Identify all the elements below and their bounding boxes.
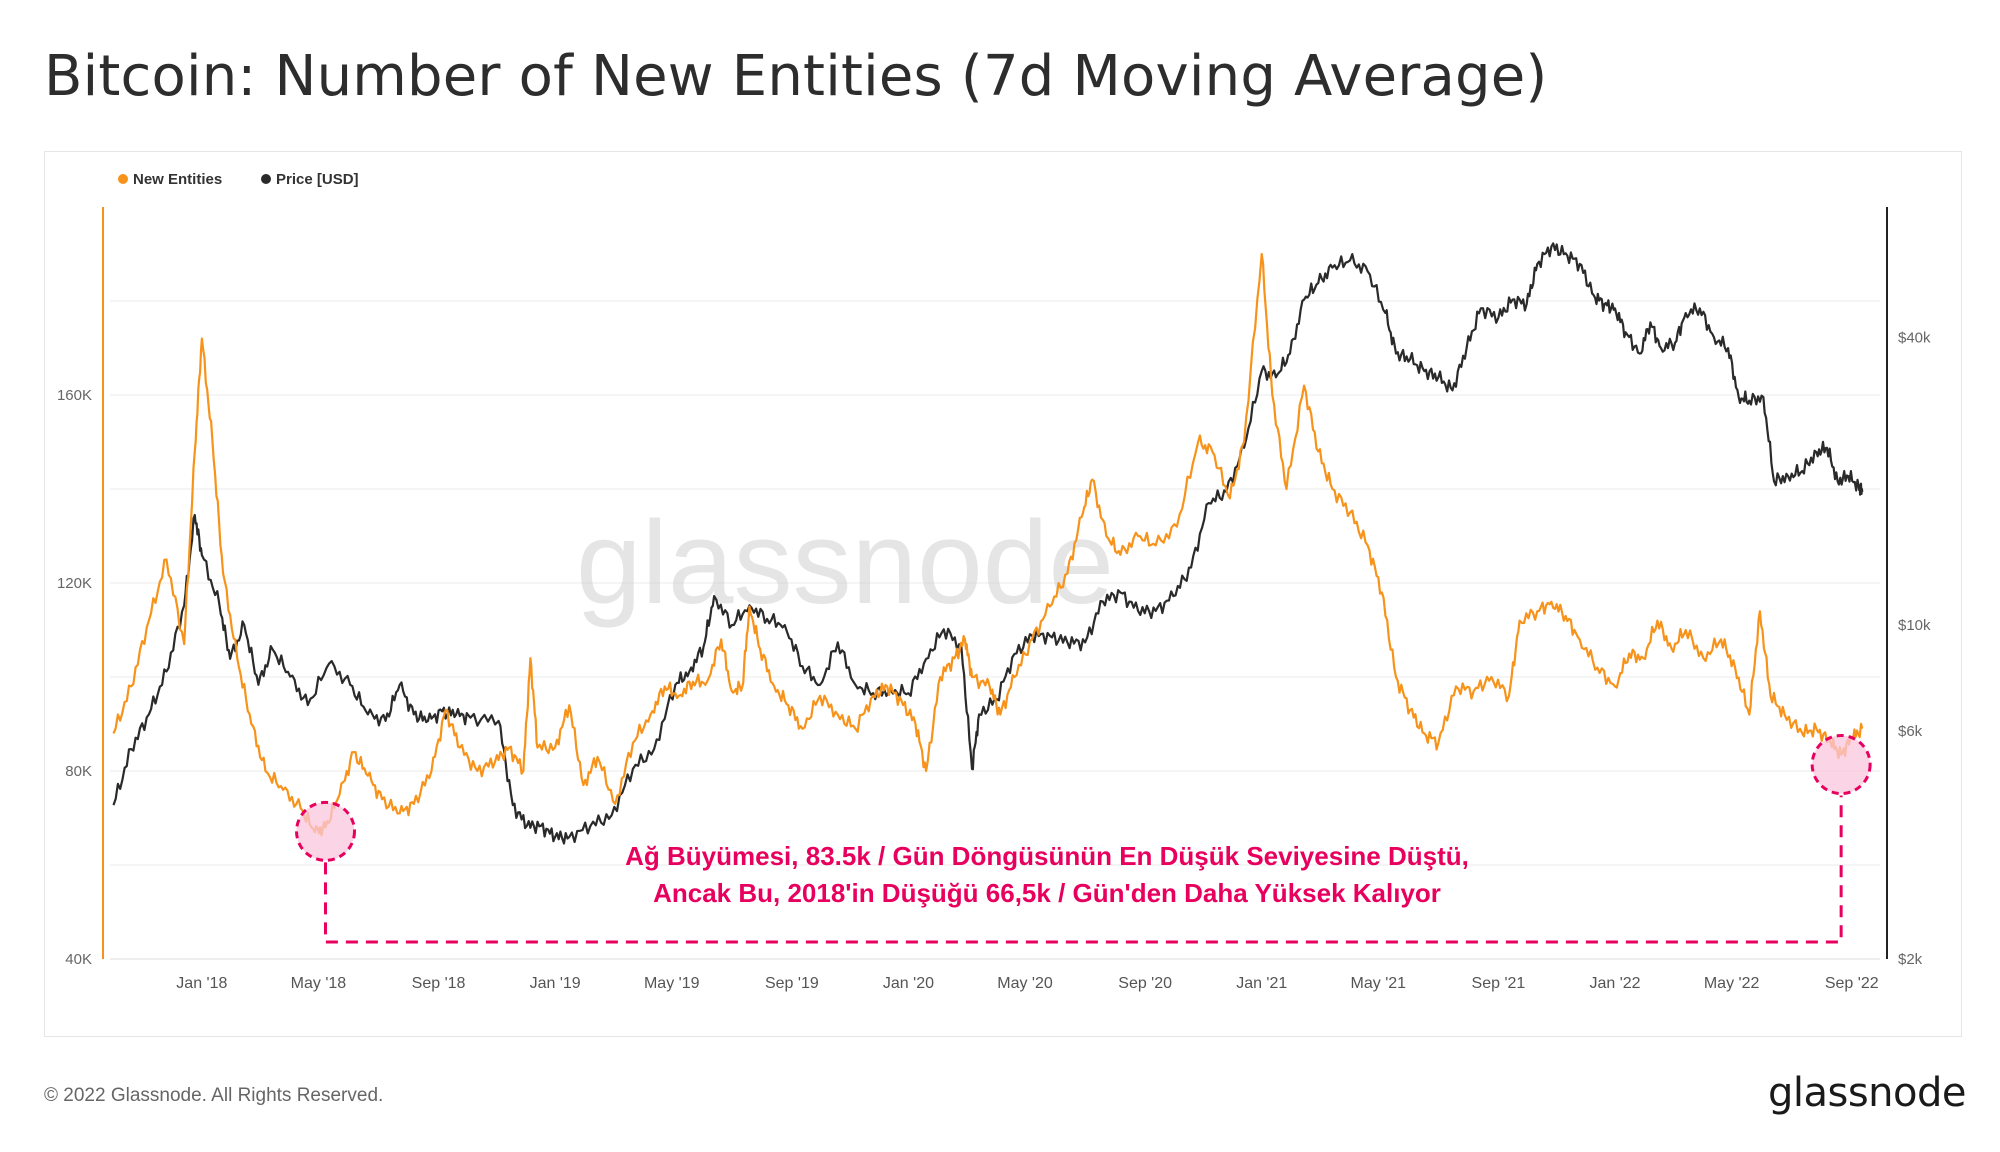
- chart-panel: New Entities Price [USD] glassnode Jan '…: [44, 151, 1962, 1037]
- legend-dot-new-entities: [118, 174, 128, 184]
- left-axis-ticks: 40K 80K 120K 160K: [57, 387, 92, 968]
- brand-logo: glassnode: [1767, 1070, 1967, 1116]
- x-tick-label: Jan '22: [1589, 975, 1640, 992]
- x-tick-label: May '21: [1351, 975, 1407, 992]
- y-right-tick-label: $40k: [1898, 329, 1931, 346]
- grid: [110, 300, 1880, 960]
- annotation-line-2: Ancak Bu, 2018'in Düşüğü 66,5k / Gün'den…: [653, 878, 1441, 908]
- y-left-tick-label: 40K: [65, 951, 92, 968]
- x-tick-label: Sep '19: [765, 975, 819, 992]
- chart-svg: New Entities Price [USD] glassnode Jan '…: [57, 171, 1931, 992]
- legend-label-price[interactable]: Price [USD]: [276, 171, 359, 188]
- watermark: glassnode: [576, 497, 1114, 629]
- y-left-tick-label: 120K: [57, 575, 92, 592]
- annotation-layer: [295, 734, 1872, 944]
- y-left-tick-label: 80K: [65, 763, 92, 780]
- x-tick-label: Jan '21: [1236, 975, 1287, 992]
- annotation-connector: [324, 795, 1843, 944]
- x-tick-label: Jan '19: [530, 975, 581, 992]
- highlight-circle-2022-low: [1810, 734, 1872, 796]
- x-tick-label: Sep '20: [1118, 975, 1172, 992]
- copyright: © 2022 Glassnode. All Rights Reserved.: [44, 1085, 384, 1106]
- x-tick-label: Sep '22: [1825, 975, 1879, 992]
- x-tick-label: Jan '20: [883, 975, 934, 992]
- x-tick-label: May '22: [1704, 975, 1760, 992]
- x-axis-ticks: Jan '18 May '18 Sep '18 Jan '19 May '19 Sep '…: [176, 975, 1878, 992]
- y-right-tick-label: $2k: [1898, 951, 1923, 968]
- x-tick-label: Jan '18: [176, 975, 227, 992]
- annotation-line-1: Ağ Büyümesi, 83.5k / Gün Döngüsünün En D…: [625, 841, 1469, 871]
- new-entities-line: [112, 252, 1864, 837]
- page-title: Bitcoin: Number of New Entities (7d Movi…: [44, 44, 1548, 109]
- legend-dot-price: [261, 174, 271, 184]
- x-tick-label: Sep '21: [1472, 975, 1526, 992]
- y-right-tick-label: $10k: [1898, 617, 1931, 634]
- x-tick-label: May '18: [291, 975, 347, 992]
- axes: [102, 207, 1888, 960]
- x-tick-label: Sep '18: [412, 975, 466, 992]
- legend-label-new-entities[interactable]: New Entities: [133, 171, 222, 188]
- series-layer: [112, 242, 1864, 845]
- right-axis-ticks: $2k $6k $10k $40k: [1898, 329, 1931, 968]
- highlight-circle-2018-low: [295, 800, 357, 862]
- y-left-tick-label: 160K: [57, 387, 92, 404]
- x-tick-label: May '19: [644, 975, 700, 992]
- x-tick-label: May '20: [997, 975, 1053, 992]
- y-right-tick-label: $6k: [1898, 723, 1923, 740]
- legend: New Entities Price [USD]: [118, 171, 359, 188]
- price-line: [112, 242, 1864, 845]
